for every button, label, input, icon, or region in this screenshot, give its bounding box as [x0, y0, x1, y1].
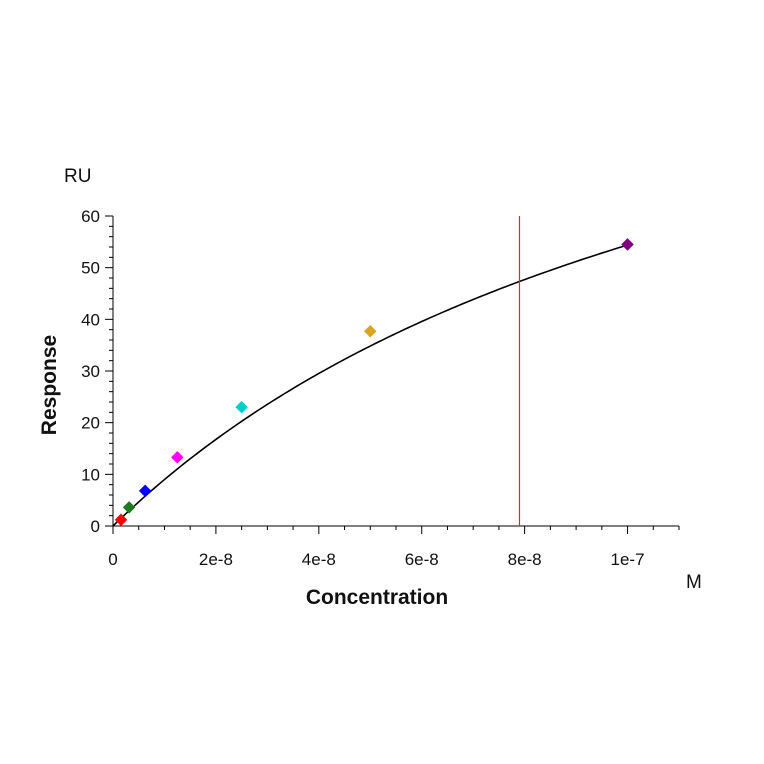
y-tick-label: 0 — [91, 517, 100, 536]
y-unit-label: RU — [64, 166, 91, 187]
data-point — [363, 324, 377, 338]
x-tick-label: 1e-7 — [611, 550, 645, 569]
y-tick-label: 50 — [81, 259, 100, 278]
axes — [112, 216, 679, 527]
data-point — [621, 238, 634, 251]
x-tick-label: 0 — [108, 550, 117, 569]
x-tick-label: 8e-8 — [508, 550, 542, 569]
data-point — [122, 501, 136, 514]
x-tick-label: 4e-8 — [302, 550, 336, 569]
y-tick-label: 20 — [81, 414, 100, 433]
y-tick-label: 10 — [81, 465, 100, 484]
fit-curve — [112, 244, 628, 527]
data-points — [114, 238, 634, 527]
x-axis-title: Concentration — [306, 586, 448, 609]
x-tick-label: 6e-8 — [405, 550, 439, 569]
data-point — [170, 450, 184, 464]
data-point — [235, 400, 248, 414]
x-unit-label: M — [686, 572, 702, 593]
y-tick-label: 40 — [81, 310, 100, 329]
y-tick-label: 30 — [81, 362, 100, 381]
data-point — [138, 484, 152, 498]
y-tick-label: 60 — [81, 207, 100, 226]
ticks: 0 10 20 30 40 50 60 0 2e-8 4e-8 6e-8 8e-8 1e-7 — [81, 207, 680, 569]
data-point — [114, 513, 128, 527]
x-tick-label: 2e-8 — [199, 550, 233, 569]
y-axis-title: Response — [38, 335, 61, 435]
fit-curve-layer — [112, 244, 628, 527]
